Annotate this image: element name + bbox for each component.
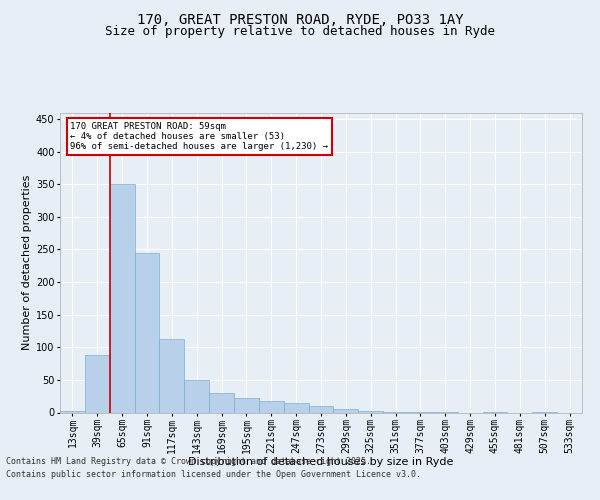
- X-axis label: Distribution of detached houses by size in Ryde: Distribution of detached houses by size …: [188, 458, 454, 468]
- Y-axis label: Number of detached properties: Number of detached properties: [22, 175, 32, 350]
- Text: Size of property relative to detached houses in Ryde: Size of property relative to detached ho…: [105, 25, 495, 38]
- Bar: [209, 393, 234, 412]
- Bar: [110, 184, 134, 412]
- Bar: [358, 411, 383, 412]
- Bar: [160, 340, 184, 412]
- Bar: [184, 380, 209, 412]
- Text: 170, GREAT PRESTON ROAD, RYDE, PO33 1AY: 170, GREAT PRESTON ROAD, RYDE, PO33 1AY: [137, 12, 463, 26]
- Text: 170 GREAT PRESTON ROAD: 59sqm
← 4% of detached houses are smaller (53)
96% of se: 170 GREAT PRESTON ROAD: 59sqm ← 4% of de…: [70, 122, 328, 152]
- Bar: [60, 410, 85, 412]
- Bar: [334, 408, 358, 412]
- Bar: [259, 401, 284, 412]
- Bar: [284, 402, 308, 412]
- Bar: [308, 406, 334, 412]
- Bar: [85, 355, 110, 412]
- Text: Contains public sector information licensed under the Open Government Licence v3: Contains public sector information licen…: [6, 470, 421, 479]
- Text: Contains HM Land Registry data © Crown copyright and database right 2025.: Contains HM Land Registry data © Crown c…: [6, 458, 371, 466]
- Bar: [134, 252, 160, 412]
- Bar: [234, 398, 259, 412]
